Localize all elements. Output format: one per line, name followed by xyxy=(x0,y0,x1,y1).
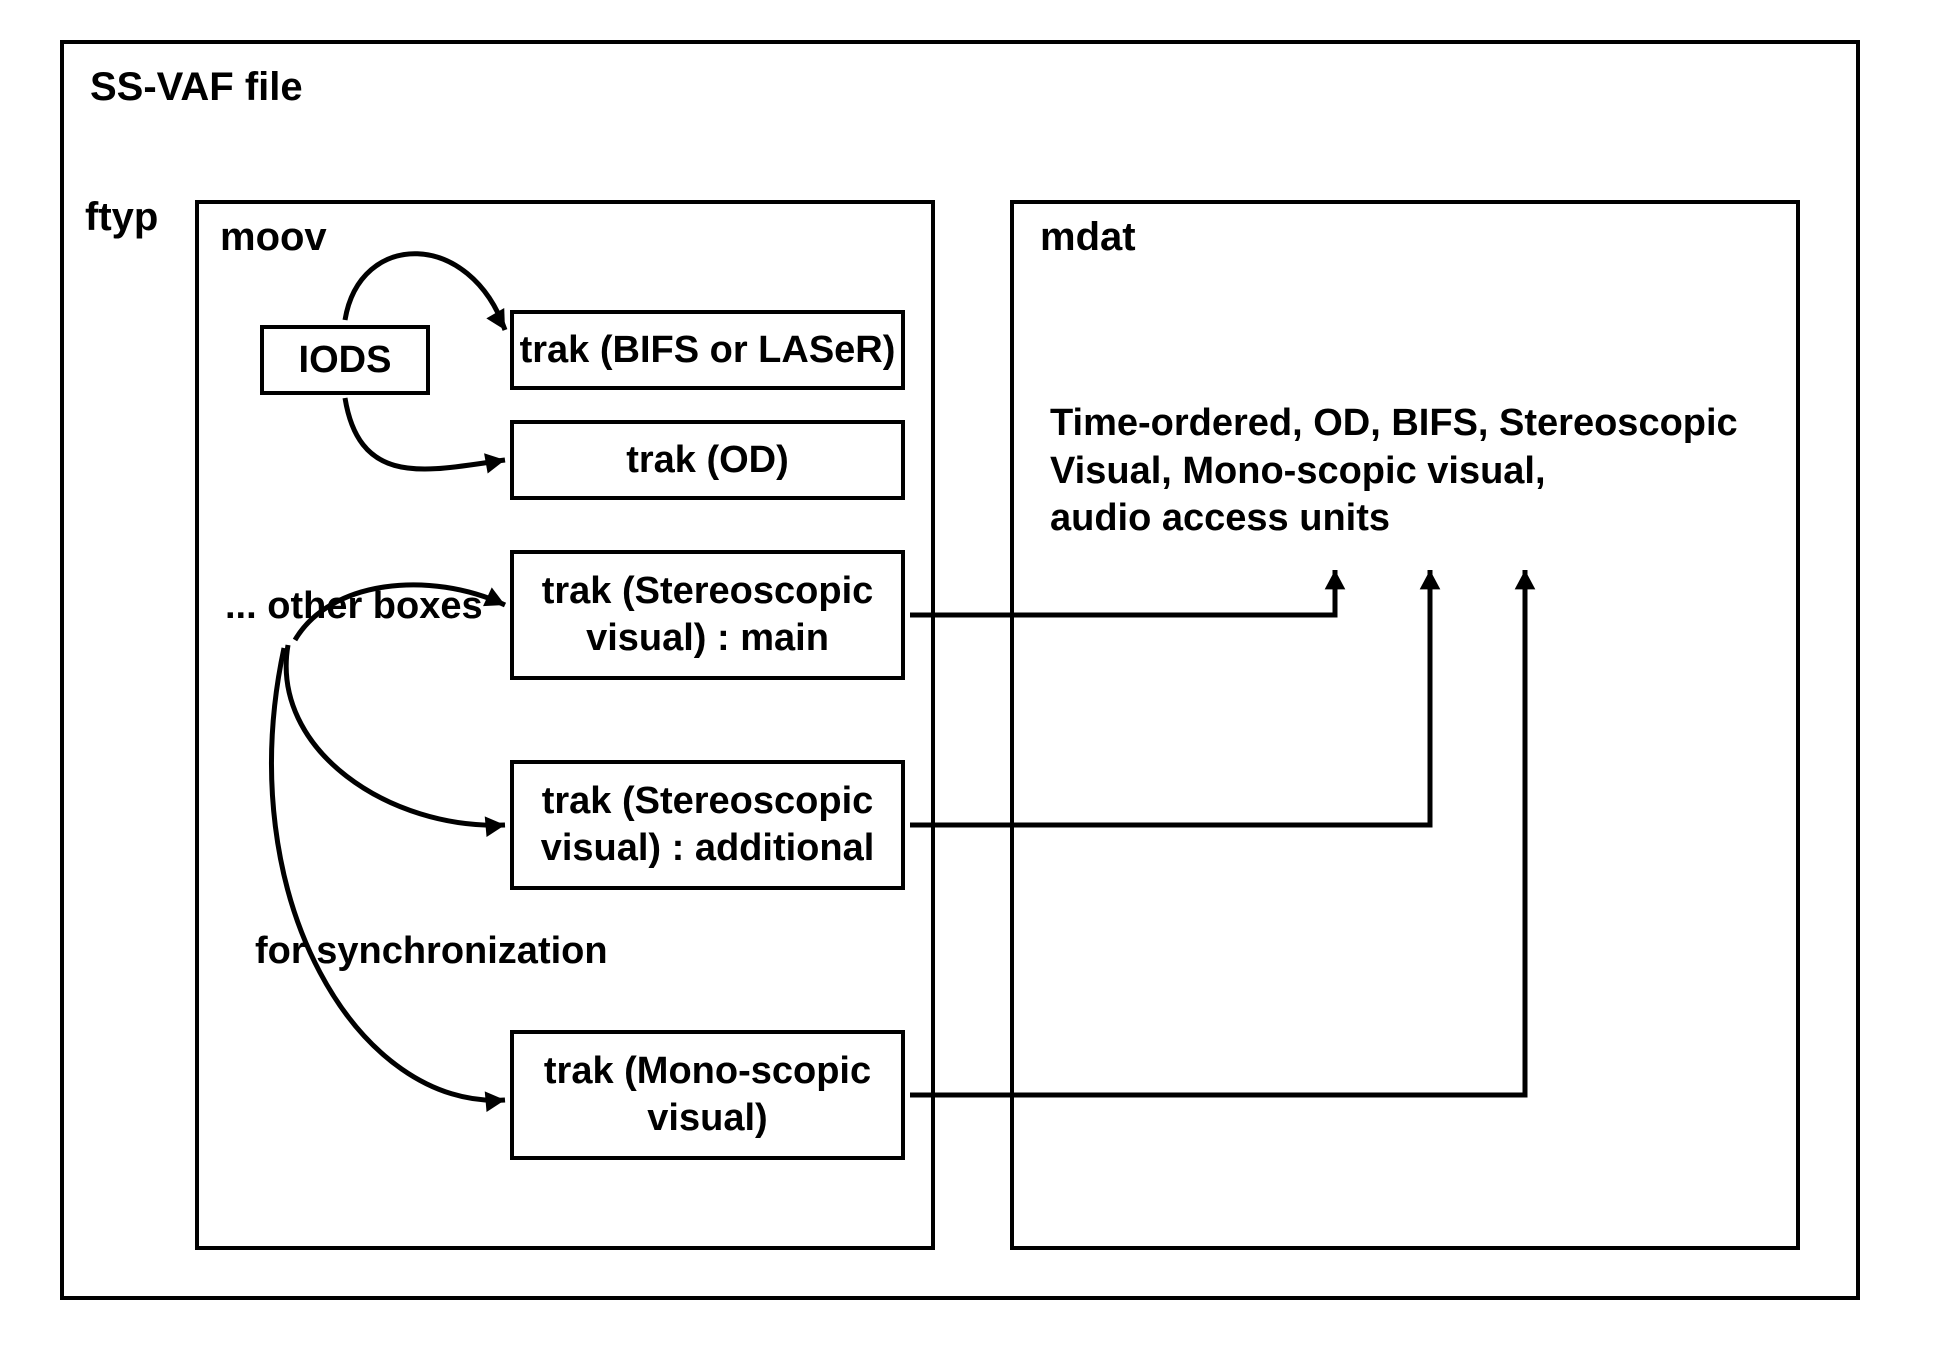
iods-label: IODS xyxy=(299,339,392,382)
ftyp-label: ftyp xyxy=(85,195,158,240)
trak-stereo-add-l2: visual) : additional xyxy=(541,827,875,869)
trak-stereo-add-l1: trak (Stereoscopic xyxy=(542,780,874,822)
trak-stereo-main-l2: visual) : main xyxy=(586,617,829,659)
moov-title: moov xyxy=(220,215,327,260)
mdat-body-line1: Time-ordered, OD, BIFS, Stereoscopic xyxy=(1050,402,1738,444)
trak-bifs-box: trak (BIFS or LASeR) xyxy=(510,310,905,390)
trak-od-label: trak (OD) xyxy=(626,439,789,482)
mdat-body: Time-ordered, OD, BIFS, Stereoscopic Vis… xyxy=(1050,400,1738,543)
trak-mono-l1: trak (Mono-scopic xyxy=(544,1050,871,1092)
iods-box: IODS xyxy=(260,325,430,395)
diagram-canvas: SS-VAF file ftyp moov mdat Time-ordered,… xyxy=(0,0,1940,1369)
trak-mono-l2: visual) xyxy=(647,1097,767,1139)
mdat-body-line2: Visual, Mono-scopic visual, xyxy=(1050,450,1546,492)
trak-od-box: trak (OD) xyxy=(510,420,905,500)
other-boxes-label: ... other boxes xyxy=(225,585,483,628)
for-sync-label: for synchronization xyxy=(255,930,608,973)
trak-stereo-add-box: trak (Stereoscopic visual) : additional xyxy=(510,760,905,890)
trak-stereo-add-label: trak (Stereoscopic visual) : additional xyxy=(541,778,875,873)
trak-stereo-main-l1: trak (Stereoscopic xyxy=(542,570,874,612)
mdat-body-line3: audio access units xyxy=(1050,497,1390,539)
trak-stereo-main-label: trak (Stereoscopic visual) : main xyxy=(542,568,874,663)
mdat-title: mdat xyxy=(1040,215,1136,260)
trak-stereo-main-box: trak (Stereoscopic visual) : main xyxy=(510,550,905,680)
trak-bifs-label: trak (BIFS or LASeR) xyxy=(520,329,896,372)
mdat-box xyxy=(1010,200,1800,1250)
trak-mono-label: trak (Mono-scopic visual) xyxy=(544,1048,871,1143)
outer-title: SS-VAF file xyxy=(90,65,303,110)
trak-mono-box: trak (Mono-scopic visual) xyxy=(510,1030,905,1160)
